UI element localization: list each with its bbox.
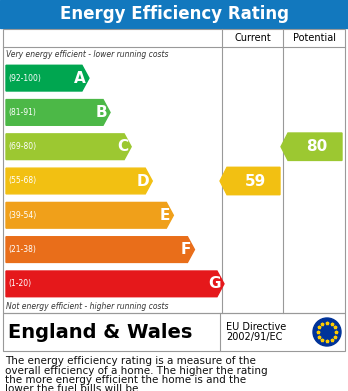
Text: Very energy efficient - lower running costs: Very energy efficient - lower running co… bbox=[6, 50, 168, 59]
Text: 59: 59 bbox=[245, 174, 266, 188]
Bar bbox=[3, 313, 345, 351]
Text: (55-68): (55-68) bbox=[8, 176, 36, 185]
Text: Potential: Potential bbox=[293, 33, 335, 43]
Polygon shape bbox=[281, 133, 342, 160]
Text: Not energy efficient - higher running costs: Not energy efficient - higher running co… bbox=[6, 302, 168, 311]
Text: lower the fuel bills will be.: lower the fuel bills will be. bbox=[5, 384, 142, 391]
Text: (69-80): (69-80) bbox=[8, 142, 36, 151]
Text: The energy efficiency rating is a measure of the: The energy efficiency rating is a measur… bbox=[5, 356, 256, 366]
Bar bbox=[3, 29, 345, 313]
Text: (39-54): (39-54) bbox=[8, 211, 36, 220]
Text: (81-91): (81-91) bbox=[8, 108, 36, 117]
Text: (21-38): (21-38) bbox=[8, 245, 36, 254]
Text: England & Wales: England & Wales bbox=[8, 323, 192, 341]
Text: A: A bbox=[74, 71, 86, 86]
Polygon shape bbox=[6, 65, 89, 91]
Text: the more energy efficient the home is and the: the more energy efficient the home is an… bbox=[5, 375, 246, 385]
Text: 2002/91/EC: 2002/91/EC bbox=[226, 332, 282, 342]
Polygon shape bbox=[6, 134, 131, 160]
Text: Current: Current bbox=[234, 33, 271, 43]
Polygon shape bbox=[6, 100, 110, 125]
Text: G: G bbox=[208, 276, 221, 291]
Text: D: D bbox=[137, 174, 149, 188]
Text: (1-20): (1-20) bbox=[8, 279, 31, 288]
Polygon shape bbox=[220, 167, 280, 195]
Bar bbox=[0, 0, 348, 28]
Text: B: B bbox=[95, 105, 107, 120]
Polygon shape bbox=[6, 271, 224, 297]
Text: EU Directive: EU Directive bbox=[226, 322, 286, 332]
Text: overall efficiency of a home. The higher the rating: overall efficiency of a home. The higher… bbox=[5, 366, 268, 375]
Text: (92-100): (92-100) bbox=[8, 74, 41, 83]
Text: E: E bbox=[160, 208, 171, 223]
Polygon shape bbox=[6, 168, 152, 194]
Polygon shape bbox=[6, 237, 195, 262]
Text: 80: 80 bbox=[306, 139, 327, 154]
Circle shape bbox=[313, 318, 341, 346]
Polygon shape bbox=[6, 203, 173, 228]
Text: F: F bbox=[181, 242, 191, 257]
Text: C: C bbox=[117, 139, 128, 154]
Text: Energy Efficiency Rating: Energy Efficiency Rating bbox=[60, 5, 288, 23]
